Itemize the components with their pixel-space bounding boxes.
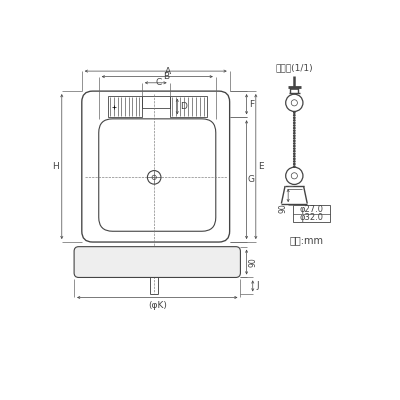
Bar (293, 205, 330, 222)
Circle shape (293, 134, 296, 137)
Text: E: E (258, 162, 263, 171)
Text: G: G (248, 175, 255, 184)
Text: F: F (249, 100, 254, 109)
Text: C: C (156, 78, 162, 87)
Circle shape (293, 111, 296, 114)
Text: φ27.0: φ27.0 (299, 205, 323, 214)
Text: B: B (164, 72, 170, 81)
Text: H: H (52, 162, 59, 171)
Text: 90: 90 (248, 257, 257, 267)
Circle shape (293, 127, 296, 130)
Circle shape (293, 140, 296, 142)
Circle shape (293, 158, 296, 160)
Text: φ32.0: φ32.0 (299, 213, 323, 222)
Text: D: D (180, 102, 187, 111)
Circle shape (293, 132, 296, 134)
Circle shape (293, 122, 296, 124)
Circle shape (293, 129, 296, 132)
Text: ゴム栓(1/1): ゴム栓(1/1) (276, 64, 313, 72)
Circle shape (293, 163, 296, 165)
Circle shape (293, 160, 296, 163)
Circle shape (293, 142, 296, 145)
Text: A: A (165, 66, 171, 76)
Circle shape (293, 145, 296, 148)
Circle shape (293, 165, 296, 168)
Text: 90: 90 (278, 204, 287, 213)
Text: J: J (256, 282, 259, 290)
Bar (142, 96, 170, 108)
Circle shape (293, 137, 296, 140)
Text: (φK): (φK) (148, 301, 167, 310)
Circle shape (293, 114, 296, 117)
Bar (170, 96, 206, 117)
Circle shape (293, 119, 296, 122)
Circle shape (293, 124, 296, 127)
Circle shape (293, 147, 296, 150)
Text: 単位:mm: 単位:mm (290, 236, 324, 246)
FancyBboxPatch shape (74, 247, 240, 278)
Circle shape (293, 150, 296, 152)
Circle shape (293, 155, 296, 158)
Bar (108, 96, 142, 117)
Circle shape (293, 116, 296, 119)
Circle shape (293, 152, 296, 155)
